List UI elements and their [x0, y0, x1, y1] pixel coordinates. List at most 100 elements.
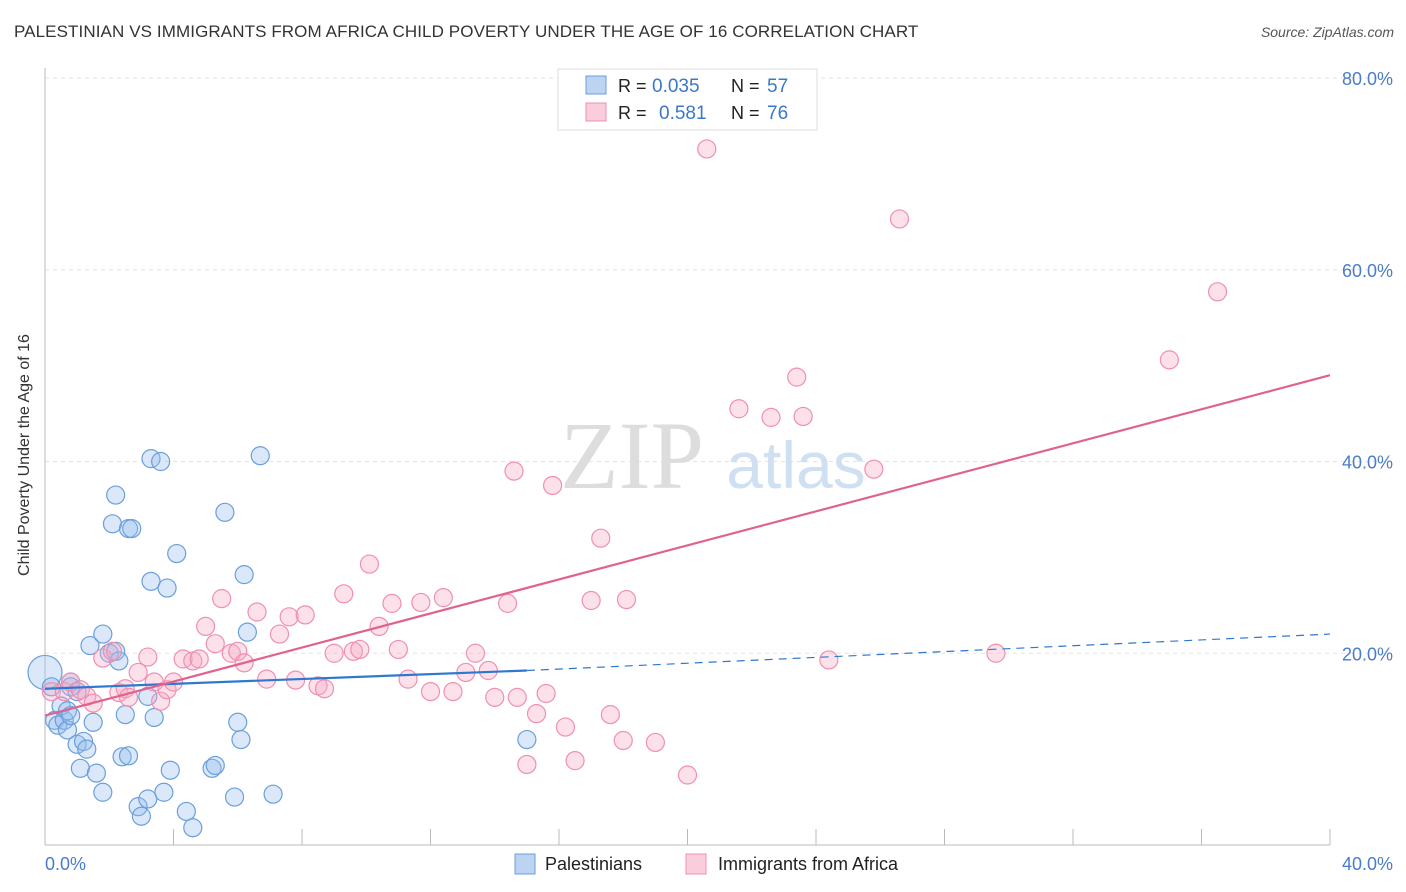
point-africa-44	[420, 681, 441, 702]
point-africa-52	[507, 687, 527, 707]
legend-swatch-palestinians	[585, 75, 607, 95]
point-africa-61	[591, 528, 611, 548]
point-africa-57	[542, 475, 563, 496]
point-palestinians-0	[27, 654, 63, 691]
point-palestinians-33	[138, 789, 158, 809]
point-africa-60	[581, 590, 601, 611]
bottom-legend-label-palestinians: Palestinians	[545, 854, 642, 874]
point-africa-62	[600, 705, 621, 725]
point-palestinians-23	[106, 485, 126, 505]
point-africa-59	[565, 751, 585, 771]
point-palestinians-30	[122, 519, 142, 539]
y-tick-label-20: 20.0%	[1342, 644, 1393, 664]
point-africa-24	[228, 641, 248, 661]
point-africa-54	[517, 754, 537, 775]
point-africa-55	[526, 704, 547, 724]
point-africa-76	[1159, 350, 1179, 370]
point-africa-67	[697, 139, 717, 159]
point-palestinians-26	[112, 747, 132, 767]
legend-r-label-1: R =	[618, 76, 647, 96]
legend-n-label-1: N =	[731, 76, 760, 96]
point-africa-40	[382, 593, 402, 613]
point-palestinians-49	[228, 712, 248, 732]
point-palestinians-42	[167, 543, 187, 564]
point-africa-74	[889, 209, 910, 229]
source-label: Source: ZipAtlas.com	[1260, 24, 1394, 40]
legend-n-label-2: N =	[731, 103, 760, 123]
watermark-atlas: atlas	[726, 428, 865, 502]
point-africa-7	[102, 641, 123, 661]
point-palestinians-51	[234, 565, 254, 585]
point-palestinians-20	[93, 782, 113, 802]
point-africa-14	[151, 691, 171, 711]
point-palestinians-32	[131, 806, 151, 826]
point-palestinians-46	[205, 755, 225, 776]
point-africa-11	[128, 662, 148, 683]
point-africa-42	[398, 669, 418, 689]
point-palestinians-53	[250, 446, 270, 466]
legend-r-value-1: 0.035	[652, 76, 700, 97]
point-africa-35	[334, 584, 354, 604]
point-africa-29	[279, 607, 299, 627]
point-palestinians-6	[57, 720, 78, 740]
point-palestinians-36	[141, 571, 161, 591]
point-palestinians-40	[157, 578, 177, 598]
data-points	[27, 139, 1228, 838]
point-africa-72	[819, 650, 839, 670]
point-palestinians-48	[224, 787, 245, 807]
point-palestinians-18	[86, 763, 107, 783]
point-africa-50	[485, 687, 505, 707]
point-palestinians-54	[263, 784, 283, 804]
point-africa-65	[645, 732, 665, 753]
point-palestinians-28	[118, 746, 139, 766]
point-africa-46	[443, 681, 463, 702]
point-palestinians-38	[151, 451, 171, 472]
legend-n-value-2: 76	[767, 103, 788, 124]
point-africa-33	[314, 679, 335, 699]
point-africa-73	[864, 459, 884, 479]
trend-line-palestinians-extension	[526, 633, 1331, 672]
point-africa-22	[212, 589, 232, 609]
point-africa-53	[504, 461, 524, 481]
point-palestinians-1	[41, 677, 62, 697]
point-palestinians-52	[237, 622, 257, 642]
bottom-legend-swatch-africa	[685, 853, 707, 875]
point-palestinians-47	[215, 502, 235, 522]
y-tick-label-40: 40.0%	[1342, 453, 1393, 473]
trend-lines	[44, 374, 1331, 717]
point-africa-34	[324, 643, 344, 663]
legend-n-value-1: 57	[767, 76, 788, 97]
point-africa-64	[616, 589, 637, 610]
point-africa-6	[93, 648, 113, 668]
point-africa-71	[793, 406, 813, 427]
point-palestinians-25	[109, 651, 129, 671]
point-africa-51	[498, 593, 518, 613]
point-africa-38	[359, 554, 380, 574]
point-africa-41	[388, 639, 408, 660]
bottom-legend-label-africa: Immigrants from Africa	[718, 854, 899, 874]
x-tick-label-min: 0.0%	[45, 854, 86, 874]
point-africa-17	[173, 649, 193, 669]
point-palestinians-15	[77, 739, 97, 759]
point-africa-26	[247, 602, 267, 622]
point-palestinians-19	[93, 624, 113, 644]
point-africa-45	[433, 588, 453, 608]
point-palestinians-45	[202, 758, 222, 778]
trend-line-palestinians	[44, 669, 527, 690]
point-africa-31	[295, 605, 315, 625]
chart-title: PALESTINIAN VS IMMIGRANTS FROM AFRICA CH…	[14, 22, 919, 41]
bottom-legend: Palestinians Immigrants from Africa	[514, 853, 899, 875]
point-africa-37	[350, 639, 370, 660]
point-africa-75	[986, 643, 1006, 663]
point-palestinians-41	[160, 760, 180, 780]
legend: R = 0.035 N = 57 R = 0.581 N = 76	[557, 68, 818, 131]
point-africa-19	[189, 649, 209, 669]
point-africa-28	[269, 624, 290, 644]
legend-r-value-2: 0.581	[659, 103, 707, 124]
point-palestinians-39	[154, 782, 174, 802]
point-africa-63	[613, 730, 633, 751]
point-palestinians-43	[176, 801, 196, 822]
point-africa-77	[1207, 282, 1228, 302]
point-africa-58	[555, 717, 576, 737]
